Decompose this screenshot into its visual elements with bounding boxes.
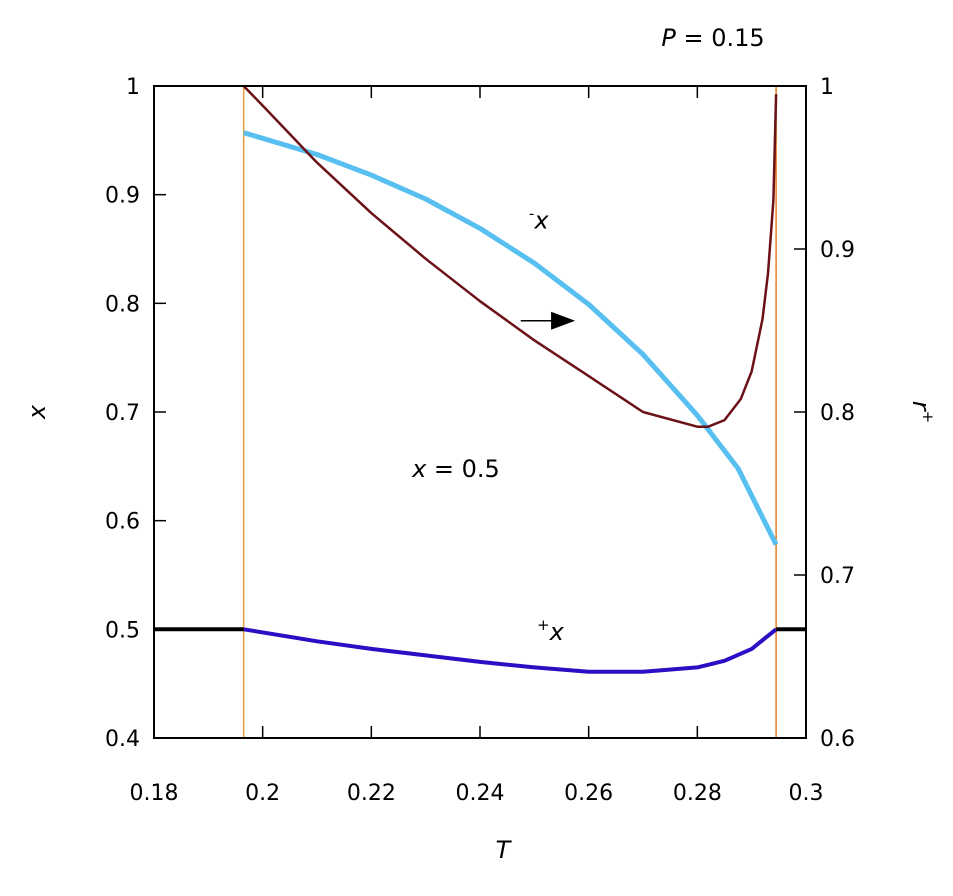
y2-tick-label: 1 [820, 75, 834, 100]
y2-tick-label: 0.8 [820, 401, 855, 426]
y2-tick-label: 0.9 [820, 238, 855, 263]
annotation-sup: + [537, 616, 550, 634]
chart-title: P = 0.15 [661, 24, 764, 52]
y2-tick-label: 0.6 [820, 727, 855, 752]
y-tick-label: 0.6 [105, 510, 140, 535]
series-line-1 [242, 85, 778, 428]
y2-axis-label-var: r [907, 401, 935, 413]
y2-axis-ticks: 0.6 0.7 0.8 0.9 1 [794, 75, 855, 752]
x-axis-label: T [496, 836, 513, 864]
series-line-2 [243, 627, 778, 674]
annotation-label: -x [529, 204, 549, 234]
y-axis-label: x [23, 404, 51, 420]
y-tick-label: 1 [126, 75, 140, 100]
y-axis-ticks: 0.4 0.5 0.6 0.7 0.8 0.9 1 [105, 75, 166, 752]
y2-axis-label-sup: + [919, 411, 937, 424]
annotation-var: x [411, 455, 427, 483]
y2-axis-label: r+ [907, 401, 937, 423]
y2-axis-label-group: r+ [907, 401, 937, 423]
annotation-var: x [533, 206, 549, 234]
series-line-0 [242, 130, 779, 546]
y-tick-label: 0.7 [105, 401, 140, 426]
y-tick-label: 0.4 [105, 727, 140, 752]
annotation-rest: = 0.5 [426, 455, 500, 483]
annotation-sup: - [529, 204, 534, 222]
title-variable: P [661, 24, 676, 52]
series-group [154, 85, 806, 674]
annotations: -x+xx = 0.5 [411, 204, 565, 646]
annotation-var: x [549, 618, 565, 646]
x-tick-label: 0.3 [789, 781, 824, 806]
annotation-label: x = 0.5 [411, 455, 500, 483]
arrow-head [551, 311, 576, 330]
x-tick-label: 0.28 [673, 781, 722, 806]
x-tick-label: 0.18 [130, 781, 179, 806]
x-tick-label: 0.22 [347, 781, 396, 806]
y2-tick-label: 0.7 [820, 564, 855, 589]
x-tick-label: 0.2 [245, 781, 280, 806]
y-tick-label: 0.5 [105, 618, 140, 643]
x-tick-label: 0.24 [456, 781, 505, 806]
annotation-label: +x [537, 616, 565, 646]
plot-frame [153, 85, 807, 739]
x-tick-label: 0.26 [564, 781, 613, 806]
title-value: = 0.15 [676, 24, 765, 52]
x-axis-ticks: 0.18 0.2 0.22 0.24 0.26 0.28 0.3 [130, 86, 824, 806]
y-tick-label: 0.9 [105, 184, 140, 209]
y-tick-label: 0.8 [105, 292, 140, 317]
arrow-annotation [520, 311, 576, 330]
